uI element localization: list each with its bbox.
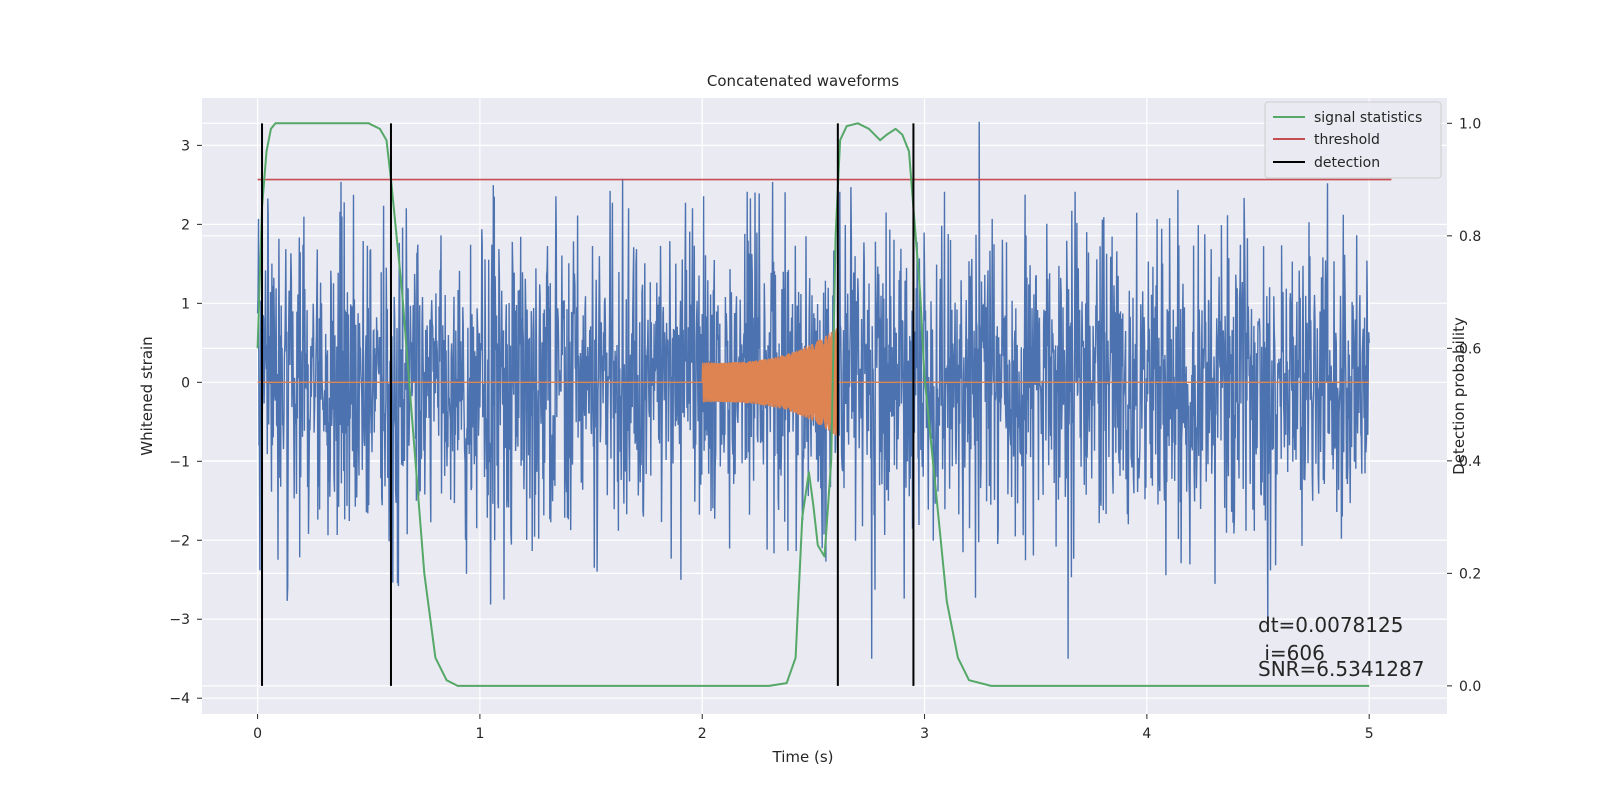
y-tick-label: 3 xyxy=(181,138,190,154)
y2-tick-label: 0.4 xyxy=(1459,454,1481,470)
legend-label-threshold: threshold xyxy=(1314,132,1380,148)
x-tick-label: 1 xyxy=(475,726,484,742)
x-axis-label: Time (s) xyxy=(772,748,834,766)
annotation-dt: dt=0.0078125 xyxy=(1258,613,1403,637)
y-tick-label: −3 xyxy=(169,612,190,628)
data-traces xyxy=(256,121,1392,687)
annotation-snr: SNR=6.5341287 xyxy=(1258,657,1424,681)
y-axis-label: Whitened strain xyxy=(138,336,156,455)
y2-tick-label: 0.2 xyxy=(1459,566,1481,582)
legend-label-detection: detection xyxy=(1314,155,1380,171)
y-tick-label: −4 xyxy=(169,691,190,707)
y-tick-label: 0 xyxy=(181,375,190,391)
y2-tick-label: 0.6 xyxy=(1459,341,1481,357)
legend-label-signal-statistics: signal statistics xyxy=(1314,110,1422,126)
y-tick-label: −1 xyxy=(169,454,190,470)
signal-statistics-line xyxy=(256,122,1370,687)
y2-axis-ticks: 0.0 0.2 0.4 0.6 0.8 1.0 xyxy=(1447,116,1481,695)
y-tick-label: 1 xyxy=(181,296,190,312)
y2-tick-label: 0.0 xyxy=(1459,679,1481,695)
legend-box xyxy=(1264,101,1442,179)
y-tick-label: 2 xyxy=(181,217,190,233)
x-tick-label: 4 xyxy=(1142,726,1151,742)
x-tick-label: 0 xyxy=(253,726,262,742)
x-tick-label: 3 xyxy=(920,726,929,742)
template-series-line xyxy=(257,328,1370,437)
legend: signal statistics threshold detection xyxy=(1264,101,1442,179)
annotation-block: dt=0.0078125 i=606 SNR=6.5341287 xyxy=(1258,613,1424,681)
x-tick-label: 2 xyxy=(698,726,707,742)
y2-axis-label: Detection probability xyxy=(1450,317,1468,475)
y-tick-label: −2 xyxy=(169,533,190,549)
annotation-index: i=606 xyxy=(1258,641,1325,665)
x-axis-ticks: 0 1 2 3 4 5 xyxy=(253,714,1374,742)
chart-title: Concatenated waveforms xyxy=(707,72,899,90)
x-tick-label: 5 xyxy=(1365,726,1374,742)
y-axis-ticks: −4 −3 −2 −1 0 1 2 3 xyxy=(169,138,202,707)
strain-series-line xyxy=(256,121,1370,659)
y2-tick-label: 1.0 xyxy=(1459,116,1481,132)
y2-tick-label: 0.8 xyxy=(1459,229,1481,245)
